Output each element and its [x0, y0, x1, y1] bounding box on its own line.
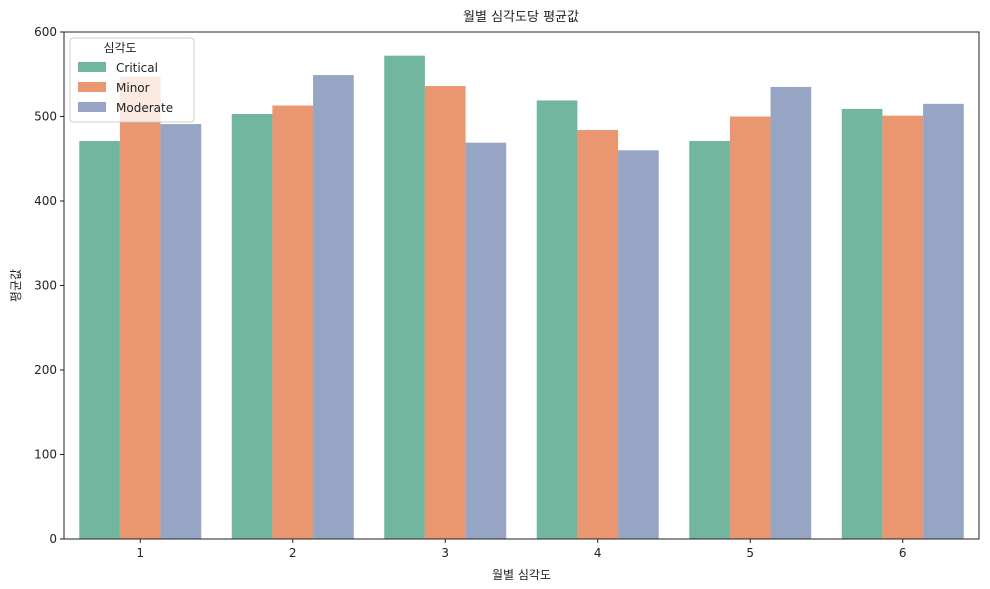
- x-tick-label: 2: [289, 546, 297, 560]
- y-axis-label: 평균값: [9, 269, 23, 302]
- bar-moderate-5: [770, 86, 812, 540]
- x-tick-label: 3: [441, 546, 449, 560]
- bar-moderate-4: [618, 150, 659, 540]
- y-tick-label: 400: [34, 194, 57, 208]
- bar-critical-2: [231, 113, 273, 540]
- legend-title: 심각도: [103, 41, 136, 55]
- bar-moderate-1: [160, 124, 202, 539]
- bar-minor-1: [119, 76, 161, 539]
- y-tick-label: 100: [34, 448, 57, 462]
- y-tick-label: 200: [34, 363, 57, 377]
- chart-title: 월별 심각도당 평균값: [463, 10, 579, 25]
- x-tick-label: 5: [746, 546, 754, 560]
- y-tick-label: 600: [34, 25, 57, 39]
- x-axis: 1 2 3 4 5 6: [136, 539, 907, 560]
- bar-minor-5: [729, 116, 771, 539]
- legend-swatch-moderate: [78, 102, 106, 112]
- plot-bars: [79, 55, 964, 540]
- bar-minor-3: [424, 86, 466, 539]
- legend-swatch-critical: [78, 62, 106, 72]
- bar-minor-2: [272, 105, 314, 539]
- legend-box: [69, 37, 195, 123]
- legend-swatch-minor: [78, 82, 106, 92]
- legend-label-critical: Critical: [116, 61, 158, 75]
- bar-moderate-2: [313, 75, 354, 539]
- x-tick-label: 6: [899, 546, 907, 560]
- bar-critical-5: [689, 141, 730, 539]
- bar-critical-6: [841, 108, 883, 539]
- y-axis: 0 100 200 300 400 500 600: [34, 25, 64, 546]
- legend-label-minor: Minor: [116, 81, 150, 95]
- bar-moderate-3: [465, 142, 507, 539]
- bar-minor-4: [577, 130, 619, 539]
- legend: 심각도 Critical Minor Moderate: [69, 37, 195, 123]
- bar-critical-3: [384, 55, 425, 539]
- x-tick-label: 4: [594, 546, 602, 560]
- bar-critical-1: [79, 141, 120, 539]
- bar-moderate-6: [923, 103, 964, 539]
- y-tick-label: 500: [34, 110, 57, 124]
- y-tick-label: 300: [34, 279, 57, 293]
- y-tick-label: 0: [49, 532, 57, 546]
- bar-minor-6: [882, 115, 924, 539]
- x-axis-label: 월별 심각도: [492, 568, 551, 582]
- x-tick-label: 1: [136, 546, 144, 560]
- legend-label-moderate: Moderate: [116, 101, 173, 115]
- bar-critical-4: [536, 100, 578, 539]
